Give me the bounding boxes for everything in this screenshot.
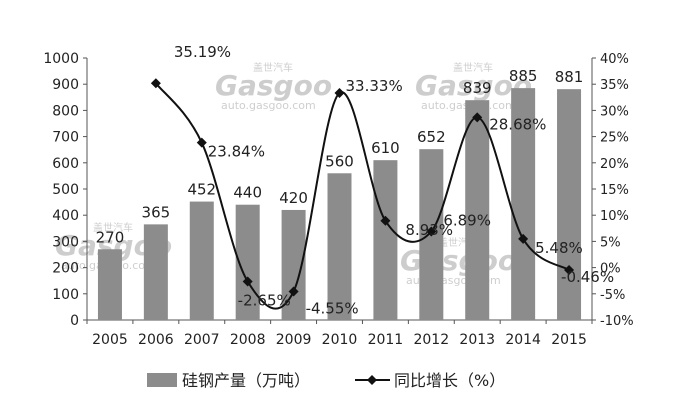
y-left-tick-label: 400 — [52, 208, 79, 224]
bar — [189, 201, 214, 320]
line-layer — [150, 78, 575, 310]
y-right-tick-label: 15% — [600, 183, 629, 198]
bar — [97, 249, 122, 320]
growth-point-marker — [380, 215, 391, 226]
watermark-logo: Gasgoo — [400, 244, 517, 277]
y-left-tick-label: 500 — [52, 182, 79, 198]
growth-value-label: 33.33% — [346, 77, 403, 95]
y-right-tick-label: 5% — [600, 235, 621, 250]
y-left-tick-label: 200 — [52, 261, 79, 277]
growth-value-label: 35.19% — [174, 43, 231, 61]
legend-bar-label: 硅钢产量（万吨） — [182, 371, 310, 390]
y-left-tick-label: 800 — [52, 103, 79, 119]
watermark-logo: Gasgoo — [215, 69, 332, 102]
bar-value-label: 839 — [463, 79, 492, 97]
y-right-tick-label: 30% — [600, 104, 629, 119]
y-right-tick-label: 10% — [600, 209, 629, 224]
watermark-url: auto.gasgoo.com — [221, 99, 316, 112]
growth-point-marker — [242, 276, 253, 287]
x-tick-label: 2009 — [276, 332, 312, 348]
watermark-cn: 盖世汽车 — [253, 61, 293, 74]
growth-value-label: -4.55% — [306, 299, 359, 317]
bar-value-label: 420 — [279, 189, 308, 207]
growth-point-marker — [150, 78, 161, 89]
axes-layer: 0 100 200 300 400 500 600 700 800 900 1000 -10% -5% 0… — [43, 51, 633, 348]
growth-value-label: 8.93% — [405, 221, 453, 239]
watermark-cn: 盖世汽车 — [93, 221, 133, 234]
growth-value-label: 28.68% — [489, 115, 546, 133]
y-left-tick-label: 300 — [52, 234, 79, 250]
y-left-tick-label: 0 — [70, 313, 79, 329]
growth-point-marker — [518, 233, 529, 244]
growth-point-marker — [426, 226, 437, 237]
growth-point-marker — [196, 137, 207, 148]
legend-line-marker — [367, 375, 377, 385]
x-tick-label: 2015 — [551, 332, 587, 348]
growth-series-line — [155, 82, 570, 310]
growth-point-marker — [334, 87, 345, 98]
bar — [373, 160, 398, 320]
x-tick-label: 2011 — [368, 332, 404, 348]
x-tick-label: 2012 — [413, 332, 449, 348]
y-left-tick-label: 600 — [52, 156, 79, 172]
bar — [465, 100, 490, 320]
x-tick-label: 2006 — [138, 332, 174, 348]
bar-value-label: 365 — [142, 203, 171, 221]
growth-value-label: 5.48% — [535, 239, 583, 257]
bar-value-label: 270 — [96, 228, 125, 246]
x-tick-label: 2010 — [322, 332, 358, 348]
x-tick-label: 2005 — [92, 332, 128, 348]
bar-value-label: 610 — [371, 139, 400, 157]
growth-point-marker — [288, 286, 299, 297]
y-left-tick-label: 100 — [52, 287, 79, 303]
labels-layer: 270 365 452 440 420 560 610 652 839 885 881 35.19% 2… — [96, 43, 614, 317]
legend-bar-swatch — [147, 373, 177, 387]
y-right-tick-label: -5% — [600, 288, 625, 303]
growth-value-label: 6.89% — [443, 211, 491, 229]
bar-value-label: 560 — [325, 152, 354, 170]
y-right-tick-label: 40% — [600, 52, 629, 67]
y-left-tick-label: 700 — [52, 130, 79, 146]
bar — [557, 89, 582, 320]
y-right-tick-label: 0% — [600, 262, 621, 277]
growth-value-label: -0.46% — [561, 268, 614, 286]
watermark-cn: 盖世汽车 — [453, 61, 493, 74]
y-right-tick-label: 25% — [600, 131, 629, 146]
x-tick-label: 2007 — [184, 332, 220, 348]
x-tick-label: 2013 — [459, 332, 495, 348]
growth-point-marker — [472, 112, 483, 123]
bar-value-label: 881 — [555, 68, 584, 86]
growth-point-marker — [564, 265, 575, 276]
bar-value-label: 440 — [233, 184, 262, 202]
y-right-tick-label: -10% — [600, 314, 634, 329]
y-left-tick-label: 900 — [52, 77, 79, 93]
bar-value-label: 885 — [509, 67, 538, 85]
x-tick-label: 2014 — [505, 332, 541, 348]
bar — [327, 173, 352, 320]
bar-value-label: 652 — [417, 128, 446, 146]
bar — [143, 224, 168, 320]
y-right-tick-label: 35% — [600, 78, 629, 93]
legend-line-label: 同比增长（%） — [394, 371, 505, 390]
bar-value-label: 452 — [187, 181, 216, 199]
x-tick-label: 2008 — [230, 332, 266, 348]
y-right-tick-label: 20% — [600, 157, 629, 172]
growth-value-label: -2.65% — [238, 291, 291, 309]
growth-value-label: 23.84% — [208, 143, 265, 161]
y-left-tick-label: 1000 — [43, 51, 79, 67]
bar — [511, 88, 536, 320]
legend: 硅钢产量（万吨） 同比增长（%） — [147, 371, 505, 390]
